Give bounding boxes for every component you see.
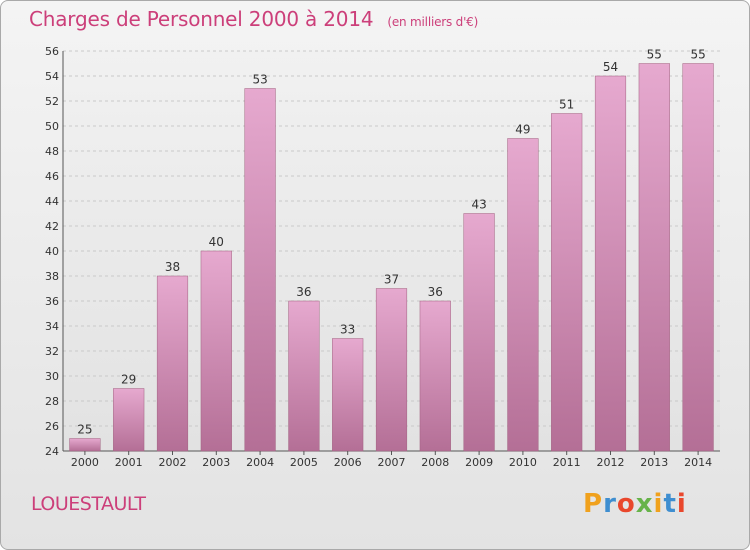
y-tick-label: 44 <box>45 195 59 208</box>
bar <box>332 338 364 452</box>
x-tick-label: 2014 <box>684 456 712 469</box>
data-label: 43 <box>471 198 486 212</box>
x-tick-label: 2009 <box>465 456 493 469</box>
bar <box>113 388 145 452</box>
chart-subtitle: (en milliers d'€) <box>387 15 479 29</box>
x-tick-label: 2002 <box>159 456 187 469</box>
data-label: 51 <box>559 98 574 112</box>
bar <box>551 113 583 452</box>
bar <box>463 213 495 452</box>
data-label: 49 <box>515 123 530 137</box>
chart-title: Charges de Personnel 2000 à 2014 (en mill… <box>29 7 478 31</box>
bar <box>507 138 539 452</box>
bar <box>69 438 101 452</box>
data-label: 53 <box>252 73 267 87</box>
bar <box>594 75 627 452</box>
data-label: 37 <box>384 273 399 287</box>
bar <box>375 288 408 452</box>
bar <box>288 300 320 452</box>
y-tick-label: 28 <box>45 395 59 408</box>
x-tick-label: 2012 <box>597 456 625 469</box>
x-tick-label: 2013 <box>640 456 668 469</box>
proxiti-logo[interactable]: Proxiti <box>583 489 687 519</box>
data-label: 55 <box>647 48 662 62</box>
x-tick-label: 2000 <box>71 456 99 469</box>
data-label: 54 <box>603 60 618 74</box>
x-tick-label: 2007 <box>378 456 406 469</box>
bar <box>419 300 451 452</box>
x-tick-label: 2001 <box>115 456 143 469</box>
data-label: 36 <box>428 285 443 299</box>
data-label: 25 <box>77 423 92 437</box>
y-tick-label: 42 <box>45 220 59 233</box>
data-label: 40 <box>209 235 224 249</box>
y-tick-label: 48 <box>45 145 59 158</box>
y-tick-label: 26 <box>45 420 59 433</box>
commune-name: LOUESTAULT <box>31 493 146 515</box>
chart-title-text: Charges de Personnel 2000 à 2014 <box>29 7 374 31</box>
data-label: 55 <box>690 48 705 62</box>
data-label: 29 <box>121 373 136 387</box>
y-tick-label: 50 <box>45 120 59 133</box>
y-tick-label: 34 <box>45 320 59 333</box>
y-tick-label: 38 <box>45 270 59 283</box>
y-tick-label: 56 <box>45 45 59 58</box>
data-label: 33 <box>340 323 355 337</box>
y-tick-label: 40 <box>45 245 59 258</box>
x-tick-label: 2008 <box>421 456 449 469</box>
bar <box>200 250 232 452</box>
x-tick-label: 2010 <box>509 456 537 469</box>
y-tick-label: 46 <box>45 170 59 183</box>
x-tick-label: 2011 <box>553 456 581 469</box>
bar <box>156 275 189 452</box>
y-tick-label: 36 <box>45 295 59 308</box>
x-tick-label: 2004 <box>246 456 274 469</box>
bar <box>638 63 670 452</box>
y-tick-label: 30 <box>45 370 59 383</box>
bar <box>682 63 714 452</box>
y-tick-label: 54 <box>45 70 59 83</box>
x-tick-label: 2003 <box>202 456 230 469</box>
x-tick-label: 2006 <box>334 456 362 469</box>
y-tick-label: 24 <box>45 445 59 458</box>
data-label: 36 <box>296 285 311 299</box>
y-tick-label: 52 <box>45 95 59 108</box>
data-label: 38 <box>165 260 180 274</box>
x-tick-label: 2005 <box>290 456 318 469</box>
bar <box>244 88 276 452</box>
y-tick-label: 32 <box>45 345 59 358</box>
